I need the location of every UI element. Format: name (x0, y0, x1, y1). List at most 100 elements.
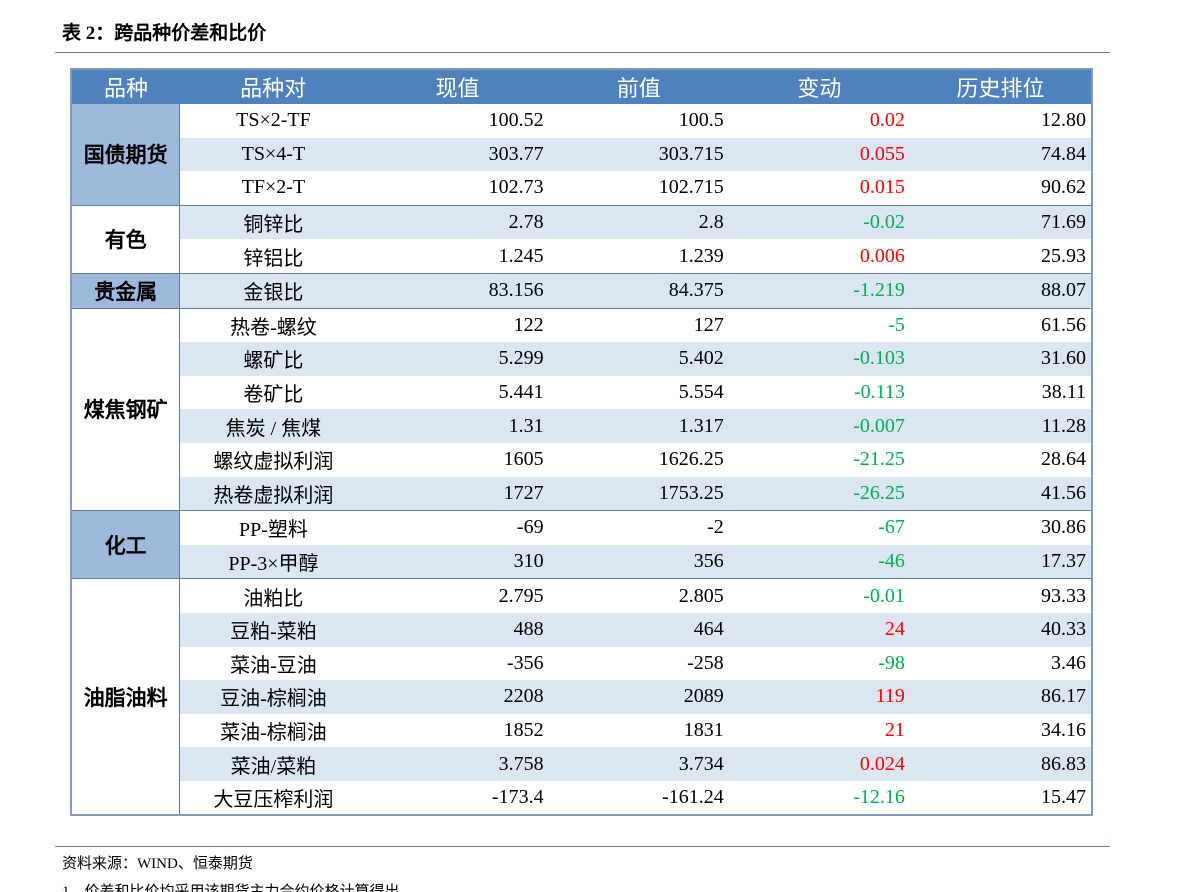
pair-cell: 菜油/菜粕 (179, 747, 367, 781)
table-row: PP-3×甲醇 310 356 -46 17.37 (71, 544, 1092, 580)
header-cell: 变动 (728, 69, 910, 104)
pair-cell: TS×4-T (179, 137, 367, 172)
data-table: 品种 品种对 现值 前值 变动 历史排位 国债期货 TS×2-TF 100.52 100.5 0.0… (70, 68, 1093, 817)
table-row: 煤焦钢矿 热卷-螺纹 122 127 -5 61.56 (71, 308, 1092, 512)
rule (55, 52, 1110, 53)
header-cell: 品种 (71, 69, 180, 104)
value-cell: 2.8 (548, 205, 729, 240)
value-cell: 0.015 (728, 171, 910, 206)
value-cell: 100.5 (678, 109, 724, 132)
pair-cell: 豆油-棕榈油 (179, 680, 367, 714)
value-cell: 84.375 (548, 273, 729, 309)
value-cell: 21 (884, 718, 905, 741)
pair-cell: 螺纹虚拟利润 (213, 451, 334, 474)
value-cell: -356 (506, 651, 544, 674)
value-cell: 34.16 (1041, 718, 1086, 741)
pair-cell: 螺矿比 (179, 342, 367, 376)
value-cell: 3.46 (1051, 651, 1086, 674)
pair-cell: 热卷虚拟利润 (179, 476, 367, 512)
value-cell: -67 (878, 516, 905, 539)
value-cell: 93.33 (1041, 584, 1086, 607)
source-note: 资料来源：WIND、恒泰期货 (62, 856, 253, 872)
table-row: 锌铝比 1.245 1.239 0.006 25.93 (71, 239, 1092, 274)
value-cell: 0.024 (728, 747, 910, 781)
value-cell: 1727 (366, 476, 549, 512)
value-cell: 24 (728, 612, 910, 647)
header-cell: 品种对 (179, 69, 367, 104)
value-cell: 102.715 (548, 171, 729, 206)
value-cell: 28.64 (1041, 448, 1086, 471)
table-row: 卷矿比 5.441 5.554 -0.113 38.11 (71, 376, 1092, 410)
value-cell: 2208 (366, 680, 549, 714)
pair-cell: 菜油-棕榈油 (220, 721, 327, 744)
pair-cell: TS×2-TF (236, 109, 311, 132)
value-cell: 464 (548, 612, 729, 647)
footnote: 1、价差和比价均采用该期货主力合约价格计算得出 (62, 884, 400, 892)
value-cell: 61.56 (1041, 313, 1086, 336)
table-row: TF×2-T 102.73 102.715 0.015 90.62 (71, 171, 1092, 206)
group-cell: 油脂油料 (71, 578, 181, 816)
pair-cell: 菜油-豆油 (230, 654, 317, 677)
value-cell: 41.56 (909, 476, 1092, 512)
pair-cell: 热卷-螺纹 (230, 316, 317, 339)
table-row: 豆粕-菜粕 488 464 24 40.33 (71, 612, 1092, 647)
header-cell: 现值 (366, 69, 549, 104)
value-cell: 102.73 (366, 171, 549, 206)
value-cell: -2 (707, 516, 724, 539)
value-cell: 86.83 (909, 747, 1092, 781)
table-row: 螺矿比 5.299 5.402 -0.103 31.60 (71, 342, 1092, 376)
value-cell: 303.77 (366, 137, 549, 172)
value-cell: -5 (888, 313, 905, 336)
value-cell: 3.734 (548, 747, 729, 781)
value-cell: 2.805 (678, 584, 724, 607)
pair-cell: 焦炭 / 焦煤 (179, 409, 367, 443)
value-cell: 488 (366, 612, 549, 647)
value-cell: 31.60 (909, 342, 1092, 376)
pair-cell: 豆粕-菜粕 (179, 612, 367, 647)
value-cell: 1852 (503, 718, 544, 741)
pair-cell: 金银比 (179, 273, 367, 309)
table-row: 豆油-棕榈油 2208 2089 119 86.17 (71, 680, 1092, 714)
table-title: 表 2：跨品种价差和比价 (62, 23, 267, 44)
value-cell: 1831 (683, 718, 724, 741)
table-row: 油脂油料 油粕比 2.795 2.805 -0.01 93.33 (71, 578, 1092, 816)
value-cell: 1626.25 (658, 448, 724, 471)
group-cell: 煤焦钢矿 (71, 308, 181, 512)
table-row: 螺纹虚拟利润 1605 1626.25 -21.25 28.64 (71, 443, 1092, 477)
pair-cell: 铜锌比 (179, 205, 367, 240)
value-cell: -0.01 (863, 584, 905, 607)
value-cell: 0.055 (728, 137, 910, 172)
value-cell: 86.17 (909, 680, 1092, 714)
value-cell: -0.02 (728, 205, 910, 240)
table-row: 贵金属 金银比 83.156 84.375 -1.219 88.07 (71, 273, 1092, 309)
table-row: 焦炭 / 焦煤 1.31 1.317 -0.007 11.28 (71, 409, 1092, 443)
value-cell: 40.33 (909, 612, 1092, 647)
value-cell: -161.24 (548, 780, 729, 816)
value-cell: 5.554 (678, 381, 724, 404)
value-cell: 100.52 (488, 109, 544, 132)
value-cell: 83.156 (366, 273, 549, 309)
table-row: 菜油-豆油 -356 -258 -98 3.46 (71, 647, 1092, 681)
table-row: 有色 铜锌比 2.78 2.8 -0.02 71.69 (71, 205, 1092, 274)
header-cell: 前值 (548, 69, 729, 104)
value-cell: 3.758 (366, 747, 549, 781)
value-cell: 90.62 (909, 171, 1092, 206)
value-cell: -21.25 (853, 448, 905, 471)
value-cell: 30.86 (1041, 516, 1086, 539)
value-cell: 0.006 (728, 239, 910, 274)
value-cell: 1.31 (366, 409, 549, 443)
value-cell: 0.02 (869, 109, 905, 132)
value-cell: 119 (728, 680, 910, 714)
group-cell: 化工 (71, 510, 181, 580)
value-cell: 1605 (503, 448, 544, 471)
value-cell: 122 (513, 313, 544, 336)
value-cell: -173.4 (366, 780, 549, 816)
table-row: 国债期货 TS×2-TF 100.52 100.5 0.02 12.80 (71, 104, 1092, 206)
value-cell: -0.007 (728, 409, 910, 443)
pair-cell: PP-塑料 (238, 519, 308, 542)
pair-cell: PP-3×甲醇 (179, 544, 367, 580)
value-cell: 74.84 (909, 137, 1092, 172)
value-cell: -12.16 (728, 780, 910, 816)
pair-cell: 油粕比 (243, 587, 304, 610)
table-row: TS×4-T 303.77 303.715 0.055 74.84 (71, 137, 1092, 172)
